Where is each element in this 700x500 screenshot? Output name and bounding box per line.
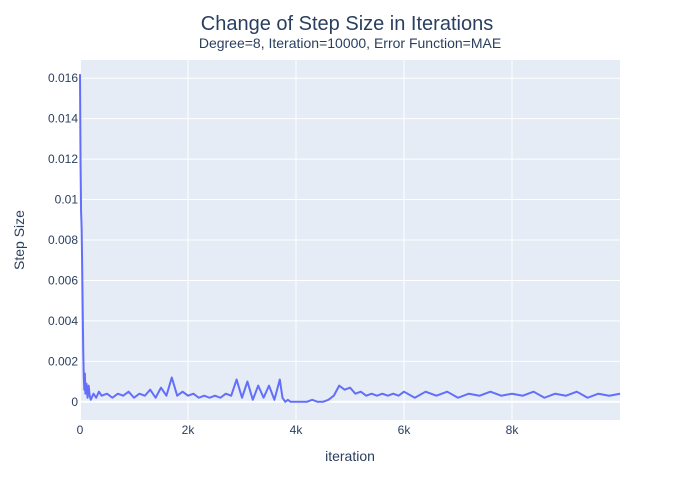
chart-title: Change of Step Size in Iterations	[201, 13, 493, 35]
y-axis-ticks: 0 0.002 0.004 0.006 0.008 0.01 0.012 0.014 0.016	[48, 71, 78, 409]
y-tick-label: 0.01	[55, 193, 79, 207]
y-tick-label: 0.012	[48, 152, 78, 166]
y-tick-label: 0.008	[48, 233, 78, 247]
x-tick-label: 8k	[506, 423, 520, 437]
y-axis-title: Step Size	[11, 210, 27, 270]
x-axis-title: iteration	[325, 448, 375, 464]
series-line	[79, 74, 621, 403]
x-tick-label: 2k	[182, 423, 196, 437]
y-tick-label: 0.014	[48, 112, 78, 126]
x-tick-label: 4k	[290, 423, 304, 437]
y-tick-label: 0.006	[48, 273, 78, 287]
y-tick-label: 0.002	[48, 354, 78, 368]
y-tick-label: 0.004	[48, 314, 78, 328]
series-group	[79, 74, 621, 403]
y-tick-label: 0.016	[48, 71, 78, 85]
gridlines	[79, 60, 620, 420]
x-tick-label: 6k	[398, 423, 412, 437]
chart-subtitle: Degree=8, Iteration=10000, Error Functio…	[199, 35, 501, 51]
x-axis-ticks: 0 2k 4k 6k 8k	[77, 423, 520, 437]
y-tick-label: 0	[71, 395, 78, 409]
x-tick-label: 0	[77, 423, 84, 437]
